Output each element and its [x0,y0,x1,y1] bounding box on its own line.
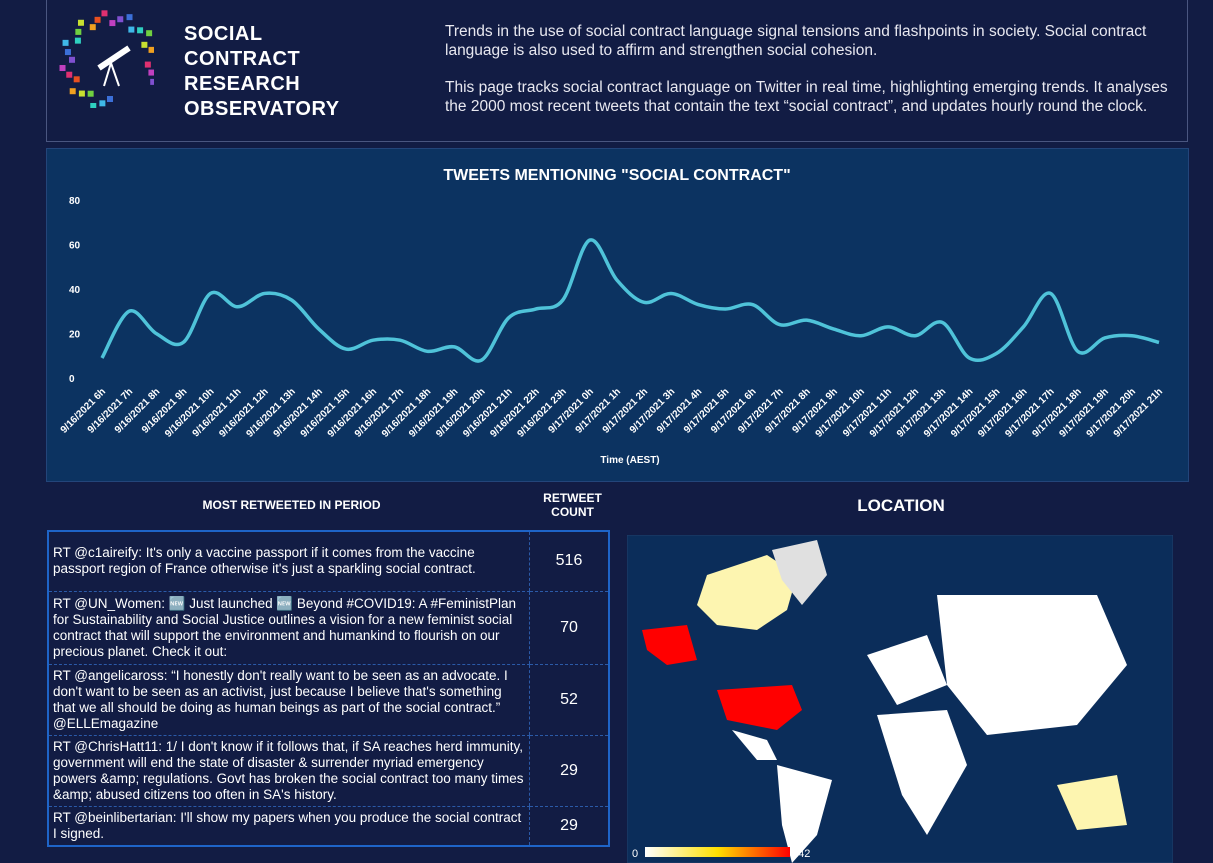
logo-tile [150,78,154,85]
y-tick-label: 0 [69,374,75,385]
logo-tile [77,19,84,26]
logo-tile [87,90,94,97]
table-header: RETWEET COUNT [543,491,602,519]
tweet-table: RT @c1aireify: It's only a vaccine passp… [47,530,610,847]
logo-tile [148,46,154,53]
retweet-count: 70 [529,591,609,665]
alaska [642,625,697,665]
logo-tile [101,10,108,17]
description-paragraph: Trends in the use of social contract lan… [445,23,1147,59]
tweet-row: RT @ChrisHatt11: 1/ I don't know if it f… [48,735,609,807]
retweet-count: 29 [529,806,609,846]
tweet-text: RT @beinlibertarian: I'll show my papers… [48,806,530,846]
retweet-count: 52 [529,664,609,736]
table-header: MOST RETWEETED IN PERIOD [202,498,381,512]
description-paragraph: This page tracks social contract languag… [445,79,1168,115]
logo-tile [144,61,151,68]
header: SOCIAL CONTRACT RESEARCH OBSERVATORY Trends… [46,0,1188,142]
logo-tile [126,14,133,21]
logo-tile [74,37,81,44]
logo-line: RESEARCH [184,73,301,95]
logo-tile [107,96,113,102]
tweet-text: RT @UN_Women: 🆕 Just launched 🆕 Beyond #… [48,591,530,665]
australia [1057,775,1127,830]
chart-title: TWEETS MENTIONING "SOCIAL CONTRACT" [443,167,790,184]
retweet-count: 29 [529,735,609,807]
scale-min: 0 [632,848,638,860]
map-title: LOCATION [857,496,945,515]
tweet-row: RT @c1aireify: It's only a vaccine passp… [48,531,609,592]
y-tick-label: 60 [69,241,81,252]
logo-tile [62,39,69,46]
tweet-row: RT @beinlibertarian: I'll show my papers… [48,806,609,846]
greenland [772,540,827,605]
tweet-row: RT @angelicaross: “I honestly don't real… [48,664,609,736]
mexico [732,730,777,760]
logo-tile [78,90,85,97]
tweet-row: RT @UN_Women: 🆕 Just launched 🆕 Beyond #… [48,591,609,665]
retweet-count: 516 [529,531,609,592]
map: 0 242 [627,535,1173,863]
logo-tile [109,20,116,27]
logo-tile [89,24,96,31]
canada [697,555,797,630]
logo-line: SOCIAL [184,23,263,45]
logo-tile [148,69,154,76]
logo-tile [128,26,135,33]
color-scale [645,847,790,857]
logo-tile [69,56,76,63]
logo-tile [146,30,153,37]
x-tick-label: 9/17/2021 21h [1112,386,1165,439]
asia [937,595,1127,735]
x-axis-title: Time (AEST) [600,455,659,466]
logo-tile [69,88,76,95]
y-tick-label: 40 [69,285,81,296]
y-tick-label: 80 [69,196,81,207]
usa [717,685,802,730]
logo-line: OBSERVATORY [184,98,340,120]
logo-text: SOCIAL CONTRACT RESEARCH OBSERVATORY [184,22,340,122]
logo-tile [117,16,124,23]
logo-tile [73,76,80,83]
logo-tile [137,27,144,34]
logo-line: CONTRACT [184,48,301,70]
tweet-text: RT @angelicaross: “I honestly don't real… [48,664,530,736]
logo-tile [75,28,82,35]
scale-max: 242 [792,848,810,860]
line [100,238,1160,363]
chart-panel: TWEETS MENTIONING "SOCIAL CONTRACT" 0 20 40… [46,148,1189,482]
logo-icon [59,10,154,108]
logo-tile [59,65,66,72]
description: Trends in the use of social contract lan… [445,22,1190,134]
logo-tile [94,16,101,23]
logo-tile [66,71,73,78]
chart: TWEETS MENTIONING "SOCIAL CONTRACT" 0 20 40… [59,167,1165,466]
logo-tile [141,41,148,48]
africa [877,710,967,835]
logo-tile [90,102,97,108]
south-america [777,765,832,863]
logo-tile [64,49,71,56]
y-tick-label: 20 [69,330,81,341]
tweet-text: RT @ChrisHatt11: 1/ I don't know if it f… [48,735,530,807]
europe [867,635,947,705]
tweet-text: RT @c1aireify: It's only a vaccine passp… [48,531,530,592]
logo-tile [99,100,106,107]
